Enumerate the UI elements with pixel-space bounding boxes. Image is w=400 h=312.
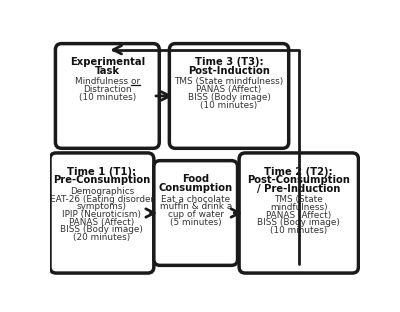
Text: Distraction: Distraction [83,85,132,94]
Text: (20 minutes): (20 minutes) [73,233,130,242]
Text: Pre-Consumption: Pre-Consumption [53,175,150,185]
Text: (10 minutes): (10 minutes) [200,100,258,110]
Text: Food: Food [182,174,209,184]
Text: / Pre-Induction: / Pre-Induction [257,184,340,194]
Text: cup of water: cup of water [168,210,224,219]
FancyBboxPatch shape [154,161,238,266]
FancyBboxPatch shape [239,153,358,273]
Text: PANAS (Affect): PANAS (Affect) [196,85,262,94]
Text: BISS (Body image): BISS (Body image) [257,218,340,227]
Text: EAT-26 (Eating disorder: EAT-26 (Eating disorder [50,194,154,203]
Text: symptoms): symptoms) [77,202,127,211]
Text: BISS (Body image): BISS (Body image) [60,225,143,234]
Text: Eat a chocolate: Eat a chocolate [161,194,230,203]
Text: PANAS (Affect): PANAS (Affect) [266,211,331,220]
Text: muffin & drink a: muffin & drink a [160,202,232,211]
Text: (10 minutes): (10 minutes) [79,93,136,102]
Text: Demographics: Demographics [70,187,134,196]
Text: (5 minutes): (5 minutes) [170,218,222,227]
Text: TMS (State: TMS (State [274,195,323,204]
Text: PANAS (Affect): PANAS (Affect) [69,218,134,227]
Text: Time 1 (T1):: Time 1 (T1): [67,167,136,177]
Text: Post-Consumption: Post-Consumption [247,175,350,185]
Text: BISS (Body image): BISS (Body image) [188,93,270,102]
Text: Mindfulness or: Mindfulness or [75,77,140,86]
Text: (10 minutes): (10 minutes) [270,226,327,235]
Text: IPIP (Neuroticism): IPIP (Neuroticism) [62,210,142,219]
Text: Time 2 (T2):: Time 2 (T2): [264,167,333,177]
FancyBboxPatch shape [56,44,159,148]
Text: TMS (State mindfulness): TMS (State mindfulness) [174,77,284,86]
Text: Task: Task [95,66,120,76]
FancyBboxPatch shape [50,153,154,273]
Text: Consumption: Consumption [159,183,233,193]
Text: Post-Induction: Post-Induction [188,66,270,76]
FancyBboxPatch shape [169,44,289,148]
Text: Time 3 (T3):: Time 3 (T3): [195,57,263,67]
Text: Experimental: Experimental [70,57,145,67]
Text: mindfulness): mindfulness) [270,203,328,212]
